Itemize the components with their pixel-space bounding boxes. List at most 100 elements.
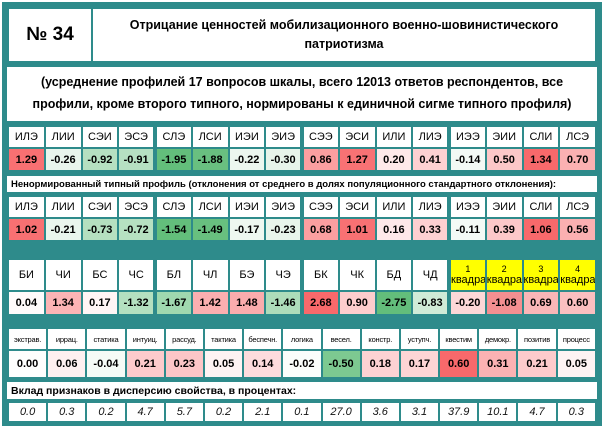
column-header: ИЛЭ <box>7 125 46 149</box>
value-cell: 3.6 <box>359 401 401 423</box>
value-cell: -2.75 <box>374 290 414 316</box>
column-header: беспечн. <box>242 327 284 351</box>
value-cell: 1.42 <box>190 290 230 316</box>
value-cell: -1.67 <box>153 290 193 316</box>
value-cell: -1.32 <box>117 290 156 316</box>
column-header: ЛИИ <box>43 125 83 149</box>
value-cell: 0.14 <box>242 349 284 379</box>
value-cell: -0.04 <box>85 349 127 379</box>
column-header: констр. <box>359 327 401 351</box>
value-cell: 0.60 <box>438 349 480 379</box>
heatmap-grid: ИЛЭ ЛИИ СЭИ ЭСЭ СЛЭ ЛСИ ИЭИ ЭИЭ СЭЭ ЭСИ ИЛИ ЛИЭ ИЭЭ Э… <box>7 125 597 172</box>
value-cell: 0.3 <box>46 401 88 423</box>
column-header: процесс <box>555 327 598 351</box>
value-cell: 0.00 <box>6 349 49 379</box>
value-cell: 0.2 <box>202 401 245 423</box>
column-header: ЛСЭ <box>558 125 597 149</box>
column-header: ЭИЭ <box>264 125 303 149</box>
report-page: № 34 Отрицание ценностей мобилизационног… <box>2 2 602 426</box>
column-header: иррац. <box>46 327 88 351</box>
value-cell: -0.30 <box>264 147 303 172</box>
reinin-traits-table: экстрав. иррац. статика интуиц. рассуд. такти… <box>6 327 598 379</box>
value-cell: 2.1 <box>242 401 284 423</box>
column-header: ИЭИ <box>227 125 267 149</box>
value-cell: 0.2 <box>85 401 127 423</box>
value-cell: 4.7 <box>516 401 558 423</box>
aspects-quadras-table: БИ ЧИ БС ЧС БЛ ЧЛ БЭ ЧЭ БК ЧК БД ЧД 1 квадра 2 квадра 3 к… <box>7 258 597 316</box>
value-cell: 0.04 <box>7 290 46 316</box>
value-cell: -0.73 <box>80 217 120 242</box>
column-header: квестим <box>438 327 480 351</box>
report-subtitle: (усреднение профилей 17 вопросов шкалы, … <box>7 67 597 121</box>
value-cell: 0.17 <box>398 349 441 379</box>
value-cell: 0.68 <box>300 217 340 242</box>
value-cell: 1.27 <box>337 147 377 172</box>
column-header: тактика <box>202 327 245 351</box>
value-cell: -0.50 <box>320 349 362 379</box>
heatmap-grid: 0.0 0.3 0.2 4.7 5.7 0.2 2.1 0.1 27.0 3.6 3.1 37.9 10… <box>6 401 598 423</box>
column-header: ЭСЭ <box>117 125 156 149</box>
column-header: БЭ <box>227 258 267 292</box>
column-header: БИ <box>7 258 46 292</box>
value-cell: -0.91 <box>117 147 156 172</box>
column-header: ЧЛ <box>190 258 230 292</box>
value-cell: -0.11 <box>447 217 487 242</box>
column-header: СЭЭ <box>300 195 340 219</box>
column-header: ИЛИ <box>374 125 414 149</box>
value-cell: 27.0 <box>320 401 362 423</box>
value-cell: 0.33 <box>411 217 450 242</box>
column-header: ЛИЭ <box>411 125 450 149</box>
value-cell: 0.18 <box>359 349 401 379</box>
column-header: ЛСИ <box>190 125 230 149</box>
column-header: статика <box>85 327 127 351</box>
column-header: ЭСИ <box>337 125 377 149</box>
value-cell: -0.92 <box>80 147 120 172</box>
variance-contribution-table: 0.0 0.3 0.2 4.7 5.7 0.2 2.1 0.1 27.0 3.6 3.1 37.9 10… <box>6 401 598 423</box>
column-header: позитив <box>516 327 558 351</box>
value-cell: 0.60 <box>558 290 597 316</box>
value-cell: 1.48 <box>227 290 267 316</box>
column-header: рассуд. <box>163 327 205 351</box>
value-cell: -0.14 <box>447 147 487 172</box>
column-header: ЭИИ <box>484 125 524 149</box>
value-cell: -1.08 <box>484 290 524 316</box>
value-cell: 0.69 <box>521 290 561 316</box>
value-cell: -0.22 <box>227 147 267 172</box>
value-cell: -1.46 <box>264 290 303 316</box>
value-cell: 0.20 <box>374 147 414 172</box>
column-header: СЛЭ <box>153 195 193 219</box>
value-cell: 0.23 <box>163 349 205 379</box>
value-cell: -0.23 <box>264 217 303 242</box>
column-header: СЛЭ <box>153 125 193 149</box>
quadra-column-header: 4 квадра <box>558 258 597 292</box>
unnormalized-profile-label: Ненормированный типный профиль (отклонен… <box>7 176 597 192</box>
value-cell: 4.7 <box>124 401 166 423</box>
value-cell: 0.56 <box>558 217 597 242</box>
column-header: ЧС <box>117 258 156 292</box>
value-cell: 0.50 <box>484 147 524 172</box>
value-cell: 0.21 <box>516 349 558 379</box>
value-cell: 0.0 <box>6 401 49 423</box>
column-header: ЭСИ <box>337 195 377 219</box>
column-header: СЭИ <box>80 125 120 149</box>
column-header: ЭИИ <box>484 195 524 219</box>
column-header: весел. <box>320 327 362 351</box>
value-cell: 0.16 <box>374 217 414 242</box>
column-header: ИЭЭ <box>447 195 487 219</box>
value-cell: 5.7 <box>163 401 205 423</box>
value-cell: -0.26 <box>43 147 83 172</box>
quadra-column-header: 1 квадра <box>447 258 487 292</box>
column-header: ЛСЭ <box>558 195 597 219</box>
column-header: БЛ <box>153 258 193 292</box>
column-header: СЭИ <box>80 195 120 219</box>
column-header: ИЛЭ <box>7 195 46 219</box>
value-cell: 3.1 <box>398 401 441 423</box>
column-header: уступч. <box>398 327 441 351</box>
value-cell: 1.06 <box>521 217 561 242</box>
value-cell: -0.17 <box>227 217 267 242</box>
value-cell: 0.05 <box>555 349 598 379</box>
value-cell: 0.1 <box>281 401 323 423</box>
heatmap-grid: ИЛЭ ЛИИ СЭИ ЭСЭ СЛЭ ЛСИ ИЭИ ЭИЭ СЭЭ ЭСИ ИЛИ ЛИЭ ИЭЭ Э… <box>7 195 597 242</box>
column-header: БС <box>80 258 120 292</box>
unnormalized-type-profile-table: ИЛЭ ЛИИ СЭИ ЭСЭ СЛЭ ЛСИ ИЭИ ЭИЭ СЭЭ ЭСИ ИЛИ ЛИЭ ИЭЭ Э… <box>7 195 597 242</box>
